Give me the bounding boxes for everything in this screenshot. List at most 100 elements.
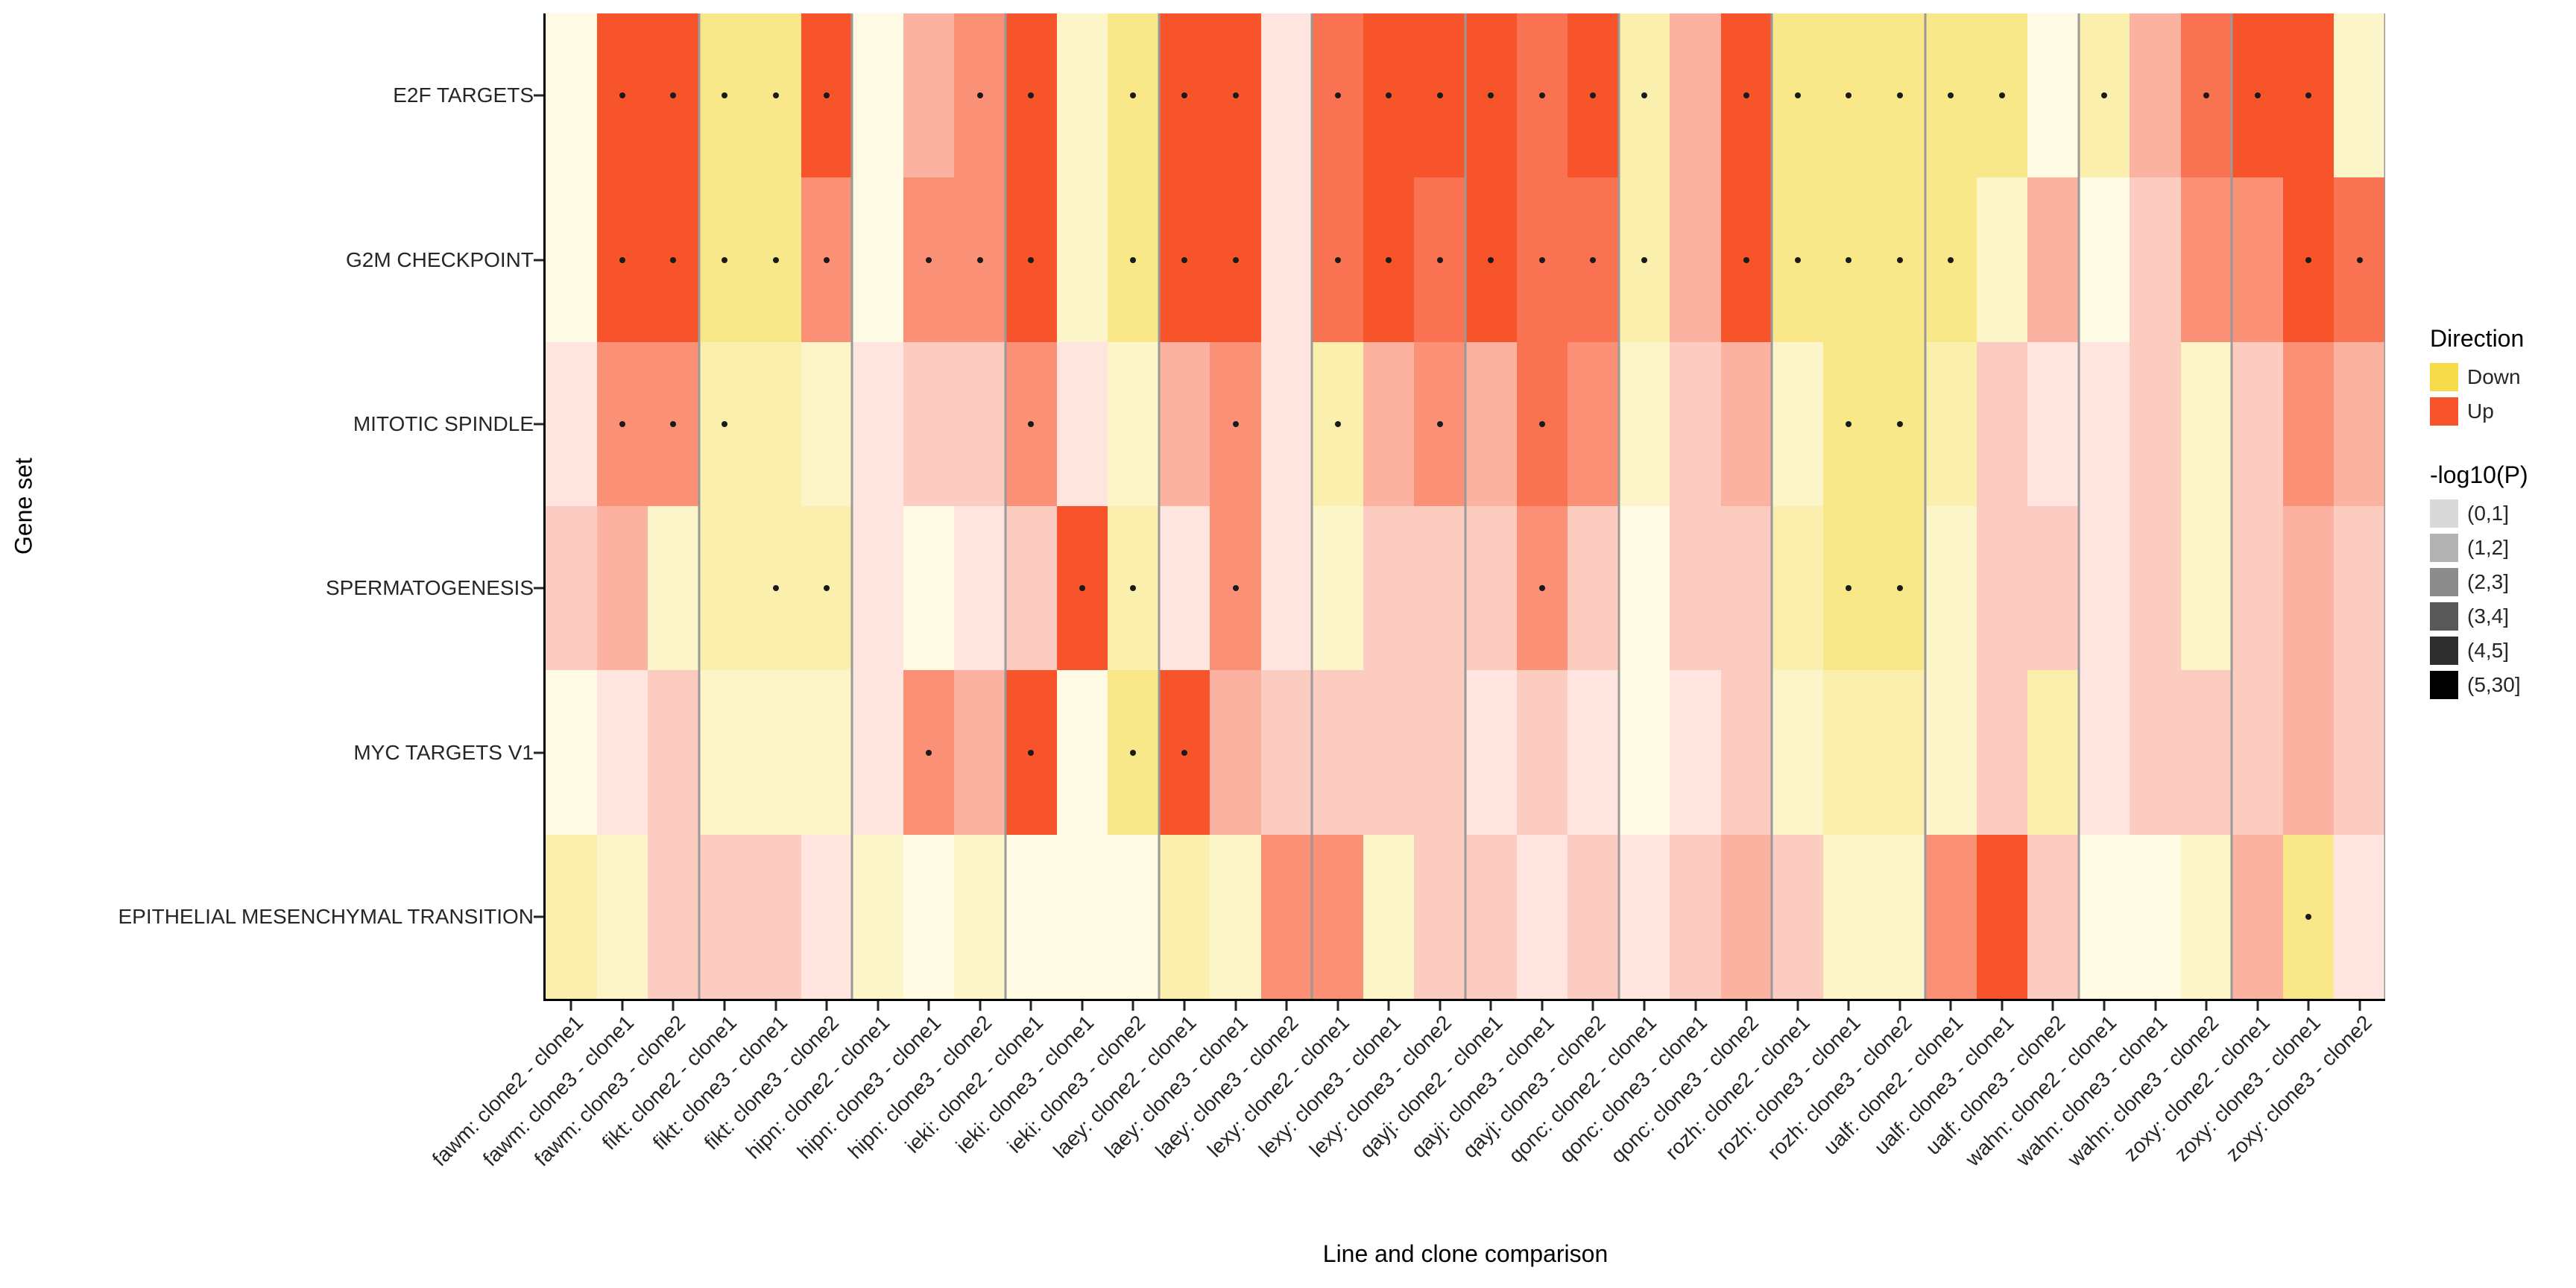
heatmap-cell <box>1772 506 1824 672</box>
heatmap-cell <box>1618 834 1670 999</box>
group-separator-line <box>1924 13 1927 999</box>
group-separator-line <box>1004 13 1007 999</box>
legend-swatch-pbin-1 <box>2430 499 2458 528</box>
heatmap-cell <box>1158 834 1210 999</box>
heatmap-cell <box>2334 341 2385 507</box>
group-separator-line <box>1617 13 1620 999</box>
y-tick-label: MITOTIC SPINDLE <box>353 411 534 435</box>
x-tick-mark <box>1081 1001 1084 1011</box>
y-tick-label: EPITHELIAL MESENCHYMAL TRANSITION <box>118 904 534 928</box>
heatmap-cell <box>1925 341 1977 507</box>
legend-swatch-pbin-5 <box>2430 637 2458 665</box>
significance-dot <box>1130 749 1137 756</box>
significance-dot <box>619 92 625 99</box>
legend-item-pbin-1: (0,1] <box>2430 499 2572 528</box>
heatmap-cell <box>1568 834 1620 999</box>
heatmap-cell <box>2078 670 2130 836</box>
x-tick-mark <box>774 1001 777 1011</box>
significance-dot <box>1386 92 1392 99</box>
significance-dot <box>1130 256 1137 263</box>
heatmap-cell <box>2130 670 2182 836</box>
heatmap-cell <box>1720 834 1773 999</box>
significance-dot <box>1846 256 1852 263</box>
heatmap-cell <box>1618 670 1670 836</box>
heatmap-cell <box>1465 834 1518 999</box>
heatmap-cell <box>546 670 598 836</box>
heatmap-cell <box>2027 834 2080 999</box>
heatmap-cell <box>1260 177 1313 343</box>
heatmap-cell <box>2180 341 2233 507</box>
heatmap-cell <box>801 670 853 836</box>
x-tick-mark <box>621 1001 624 1011</box>
significance-dot <box>1232 92 1239 99</box>
significance-dot <box>1386 256 1392 263</box>
legend-direction-items: Down Up <box>2430 363 2572 426</box>
heatmap-cell <box>954 834 1006 999</box>
heatmap-cell <box>1618 506 1670 672</box>
heatmap-cell <box>1874 834 1926 999</box>
x-tick-mark <box>1541 1001 1544 1011</box>
heatmap-cell <box>2334 506 2385 672</box>
heatmap-cell <box>2180 834 2233 999</box>
heatmap-cell <box>2027 13 2080 179</box>
heatmap-cell <box>1720 670 1773 836</box>
significance-dot <box>1232 256 1239 263</box>
significance-dot <box>1334 92 1341 99</box>
heatmap-cell <box>954 506 1006 672</box>
legend-item-pbin-3: (2,3] <box>2430 568 2572 596</box>
x-tick-mark <box>1285 1001 1288 1011</box>
x-tick-mark <box>2051 1001 2054 1011</box>
x-tick-mark <box>2001 1001 2004 1011</box>
heatmap-cell <box>1210 670 1262 836</box>
group-separator-line <box>1310 13 1313 999</box>
heatmap-cell <box>546 13 598 179</box>
x-tick-mark <box>1694 1001 1696 1011</box>
heatmap-cell <box>954 670 1006 836</box>
significance-dot <box>721 256 727 263</box>
y-axis-line <box>543 13 546 1000</box>
heatmap-cell <box>2282 506 2335 672</box>
legend-item-down: Down <box>2430 363 2572 391</box>
significance-dot <box>1743 256 1750 263</box>
significance-dot <box>1538 420 1545 427</box>
significance-dot <box>1896 420 1903 427</box>
heatmap-cell <box>1568 506 1620 672</box>
heatmap-cell <box>1976 341 2028 507</box>
significance-dot <box>2305 913 2312 920</box>
significance-dot <box>1130 585 1137 592</box>
significance-dot <box>1846 420 1852 427</box>
heatmap-cell <box>1772 834 1824 999</box>
heatmap-cell <box>2180 177 2233 343</box>
significance-dot <box>2356 256 2363 263</box>
significance-dot <box>1846 585 1852 592</box>
heatmap-cell <box>852 670 904 836</box>
heatmap-cell <box>2180 506 2233 672</box>
heatmap-cell <box>2282 341 2335 507</box>
heatmap-cell <box>1822 834 1875 999</box>
significance-dot <box>1436 256 1443 263</box>
significance-dot <box>1948 256 1954 263</box>
significance-dot <box>1743 92 1750 99</box>
heatmap-cell <box>852 341 904 507</box>
heatmap-cell <box>2334 670 2385 836</box>
x-tick-mark <box>1847 1001 1850 1011</box>
y-tick-mark <box>534 94 543 97</box>
significance-dot <box>1896 256 1903 263</box>
legend-item-pbin-2: (1,2] <box>2430 534 2572 562</box>
heatmap-cell <box>1465 341 1518 507</box>
x-tick-mark <box>723 1001 726 1011</box>
heatmap-cell <box>698 834 751 999</box>
heatmap-cell <box>903 13 956 179</box>
y-tick-mark <box>534 915 543 918</box>
heatmap-cell <box>2078 834 2130 999</box>
legend-pvalue-title: -log10(P) <box>2430 461 2528 488</box>
heatmap-cell <box>2180 670 2233 836</box>
legend-direction-title: Direction <box>2430 325 2525 352</box>
heatmap-plot-area <box>546 13 2385 999</box>
group-separator-line <box>2384 13 2385 999</box>
x-tick-mark <box>2256 1001 2259 1011</box>
heatmap-cell <box>852 13 904 179</box>
heatmap-cell <box>648 670 700 836</box>
heatmap-cell <box>546 341 598 507</box>
heatmap-cell <box>801 834 853 999</box>
